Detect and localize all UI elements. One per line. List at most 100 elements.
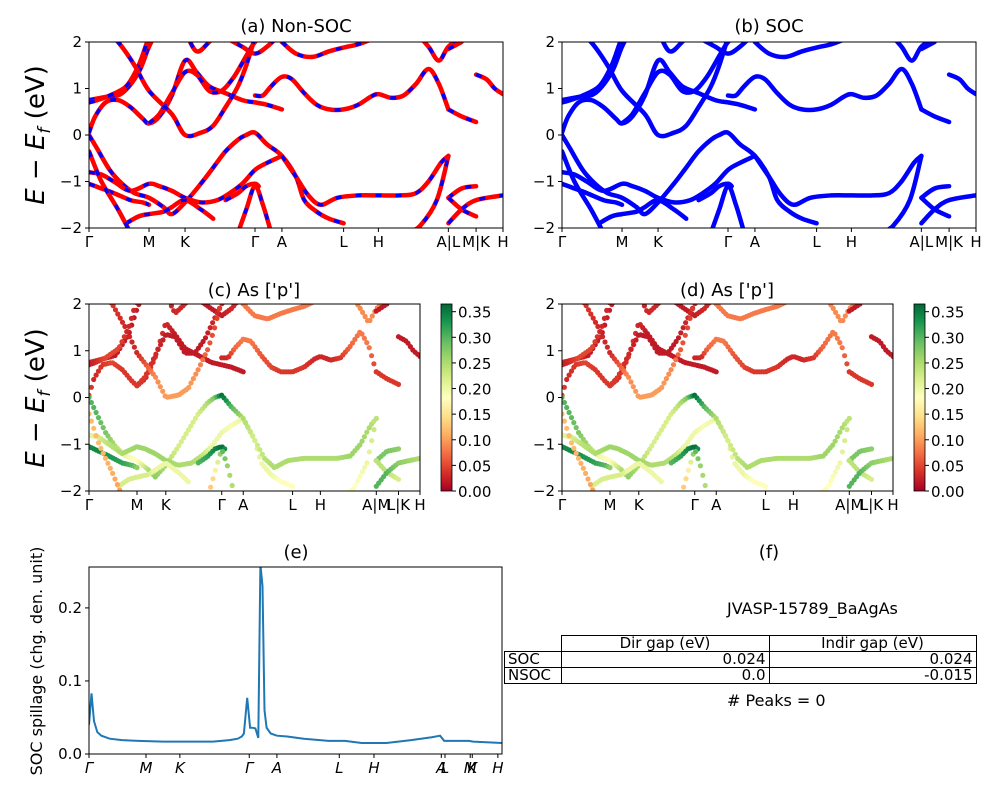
projected-band-point [856, 304, 859, 305]
projected-band-point [652, 345, 658, 351]
projected-band-point [254, 442, 261, 448]
projected-band-point [224, 463, 230, 469]
projected-band-point [566, 372, 572, 378]
projected-band-point [220, 448, 226, 455]
projected-band-point [697, 463, 704, 469]
projected-band-point [188, 423, 194, 429]
projected-band-point [369, 438, 375, 444]
projected-band-point [628, 379, 634, 385]
projected-band-point [661, 291, 666, 296]
projected-band-point [126, 323, 132, 329]
projected-band-point [649, 341, 656, 347]
projected-band-point [640, 276, 645, 281]
projected-band-point [361, 434, 367, 440]
projected-band-point [366, 345, 372, 351]
projected-band-point [575, 455, 582, 461]
projected-band-point [633, 388, 639, 394]
panel-c-plot [89, 280, 420, 491]
y-tick-label: −1 [533, 435, 555, 453]
projected-band-point [151, 280, 156, 285]
projected-band-point [641, 304, 647, 309]
projected-band-point [185, 479, 191, 485]
projected-band-point [595, 323, 601, 330]
projected-band-point [176, 341, 183, 347]
projected-band-point [654, 435, 660, 441]
nonsoc-band-dash [89, 130, 345, 225]
soc-band-line [562, 42, 686, 105]
projected-band-point [89, 399, 94, 406]
nonsoc-band-dash [89, 154, 283, 205]
projected-band-point [141, 375, 147, 381]
projected-band-point [143, 371, 149, 377]
colorbar-tick-label: 0.35 [458, 304, 491, 322]
projected-band-point [157, 284, 162, 289]
y-tick-label: 2 [72, 33, 82, 51]
projected-band-point [259, 451, 265, 457]
projected-band-point [727, 442, 734, 448]
projected-band-point [616, 371, 623, 377]
x-tick-label: L [761, 496, 770, 514]
projected-band-point [623, 278, 628, 283]
projected-band-point [100, 425, 106, 431]
x-tick-label: Γ [218, 496, 227, 514]
projected-band-point [91, 376, 97, 383]
projected-band-point [695, 456, 701, 462]
projected-band-point [665, 287, 670, 292]
projected-band-point [633, 275, 638, 280]
projected-band-point [685, 325, 691, 331]
x-tick-label: L [812, 233, 821, 251]
colorbar-d [913, 303, 926, 492]
projected-band-point [100, 450, 106, 456]
projected-band-point [621, 282, 626, 287]
projected-band-point [585, 476, 591, 482]
x-tick-label: K [180, 233, 191, 251]
projected-band-point [188, 294, 193, 299]
projected-band-point [202, 335, 209, 341]
projected-band-point [650, 281, 655, 286]
projected-band-point [614, 375, 620, 381]
soc-band-line [946, 72, 976, 97]
soc-band-line [562, 181, 625, 208]
colorbar-tick-label: 0.20 [458, 381, 491, 399]
projected-band-point [730, 447, 736, 453]
x-tick-label: Γ [85, 759, 95, 777]
colorbar-tick-label: 0.10 [931, 432, 964, 450]
projected-band-point [594, 334, 600, 340]
projected-band-point [571, 420, 577, 426]
projected-band-point [219, 304, 225, 307]
projected-band-point [185, 297, 190, 302]
projected-band-point [150, 356, 157, 362]
projected-band-point [348, 292, 353, 297]
projected-band-point [192, 287, 197, 292]
projected-band-point [138, 288, 143, 293]
projected-band-point [562, 394, 565, 401]
projected-band-point [665, 415, 672, 421]
projected-band-point [680, 340, 686, 346]
projected-band-point [616, 287, 621, 292]
projected-band-point [618, 278, 623, 283]
projected-band-point [832, 331, 838, 337]
projected-band-point [587, 481, 594, 488]
projected-band-point [631, 342, 637, 348]
nonsoc-band-line [89, 129, 346, 226]
projected-band-point [814, 493, 819, 498]
colorbar-tick-label: 0.35 [931, 304, 964, 322]
projected-band-point [395, 381, 402, 387]
projected-band-point [193, 371, 199, 377]
projected-band-point [571, 445, 577, 451]
projected-band-point [564, 404, 570, 411]
x-tick-label: M [143, 233, 156, 251]
projected-band-point [832, 438, 838, 444]
colorbar-tick-label: 0.15 [458, 406, 491, 424]
soc-band-line [710, 184, 746, 228]
projected-band-point [188, 380, 194, 386]
colorbar-tick-label: 0.20 [931, 381, 964, 399]
projected-band-point [572, 290, 577, 295]
y-tick-label: −2 [533, 219, 555, 237]
projected-band-point [633, 337, 639, 343]
projected-band-point [117, 315, 123, 321]
projected-band-point [229, 482, 235, 489]
nonsoc-band-dash [280, 42, 370, 59]
projected-band-point [564, 425, 570, 431]
